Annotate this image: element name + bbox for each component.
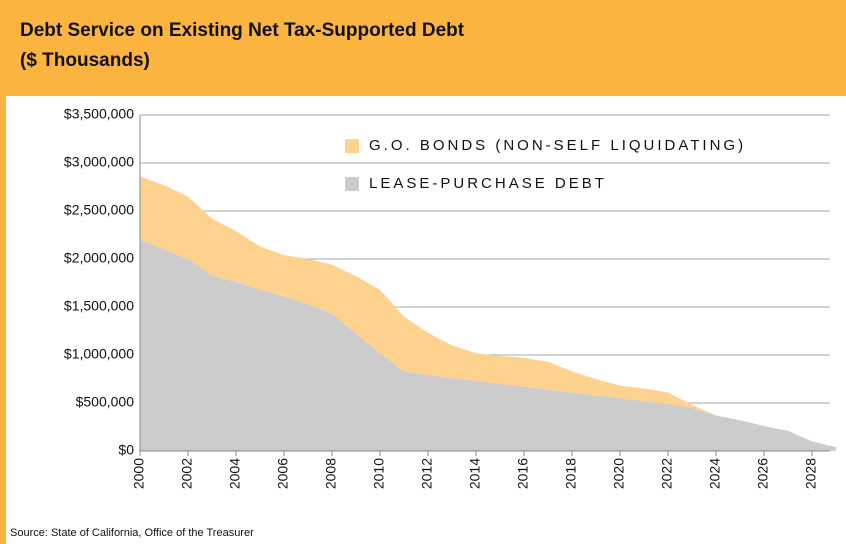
x-tick-label: 2010: [371, 458, 387, 489]
chart-subtitle: ($ Thousands): [20, 50, 150, 71]
y-tick-label: $0: [118, 442, 134, 458]
x-tick-label: 2016: [515, 458, 531, 489]
header-band: [0, 0, 846, 96]
y-tick-label: $500,000: [76, 394, 135, 410]
x-tick-label: 2022: [659, 458, 675, 489]
x-tick-label: 2008: [323, 458, 339, 489]
source-note: Source: State of California, Office of t…: [10, 527, 254, 539]
x-tick-label: 2006: [275, 458, 291, 489]
y-tick-label: $1,500,000: [64, 298, 134, 314]
x-tick-label: 2004: [227, 458, 243, 489]
chart-title: Debt Service on Existing Net Tax-Support…: [20, 20, 465, 41]
x-tick-label: 2028: [803, 458, 819, 489]
x-tick-label: 2012: [419, 458, 435, 489]
x-tick-label: 2018: [563, 458, 579, 489]
legend-label: G.O. BONDS (NON-SELF LIQUIDATING): [369, 137, 746, 154]
area: [140, 239, 836, 451]
x-tick-label: 2020: [611, 458, 627, 489]
legend-swatch: [345, 139, 359, 153]
y-tick-label: $2,000,000: [64, 250, 134, 266]
x-tick-label: 2000: [131, 458, 147, 489]
left-border: [0, 96, 6, 544]
y-tick-label: $2,500,000: [64, 202, 134, 218]
x-tick-label: 2024: [707, 458, 723, 489]
legend-swatch: [345, 177, 359, 191]
x-tick-label: 2026: [755, 458, 771, 489]
y-tick-label: $3,500,000: [64, 106, 134, 122]
x-tick-label: 2014: [467, 458, 483, 489]
y-tick-label: $1,000,000: [64, 346, 134, 362]
x-tick-label: 2002: [179, 458, 195, 489]
legend-label: LEASE-PURCHASE DEBT: [369, 175, 607, 192]
y-tick-label: $3,000,000: [64, 154, 134, 170]
